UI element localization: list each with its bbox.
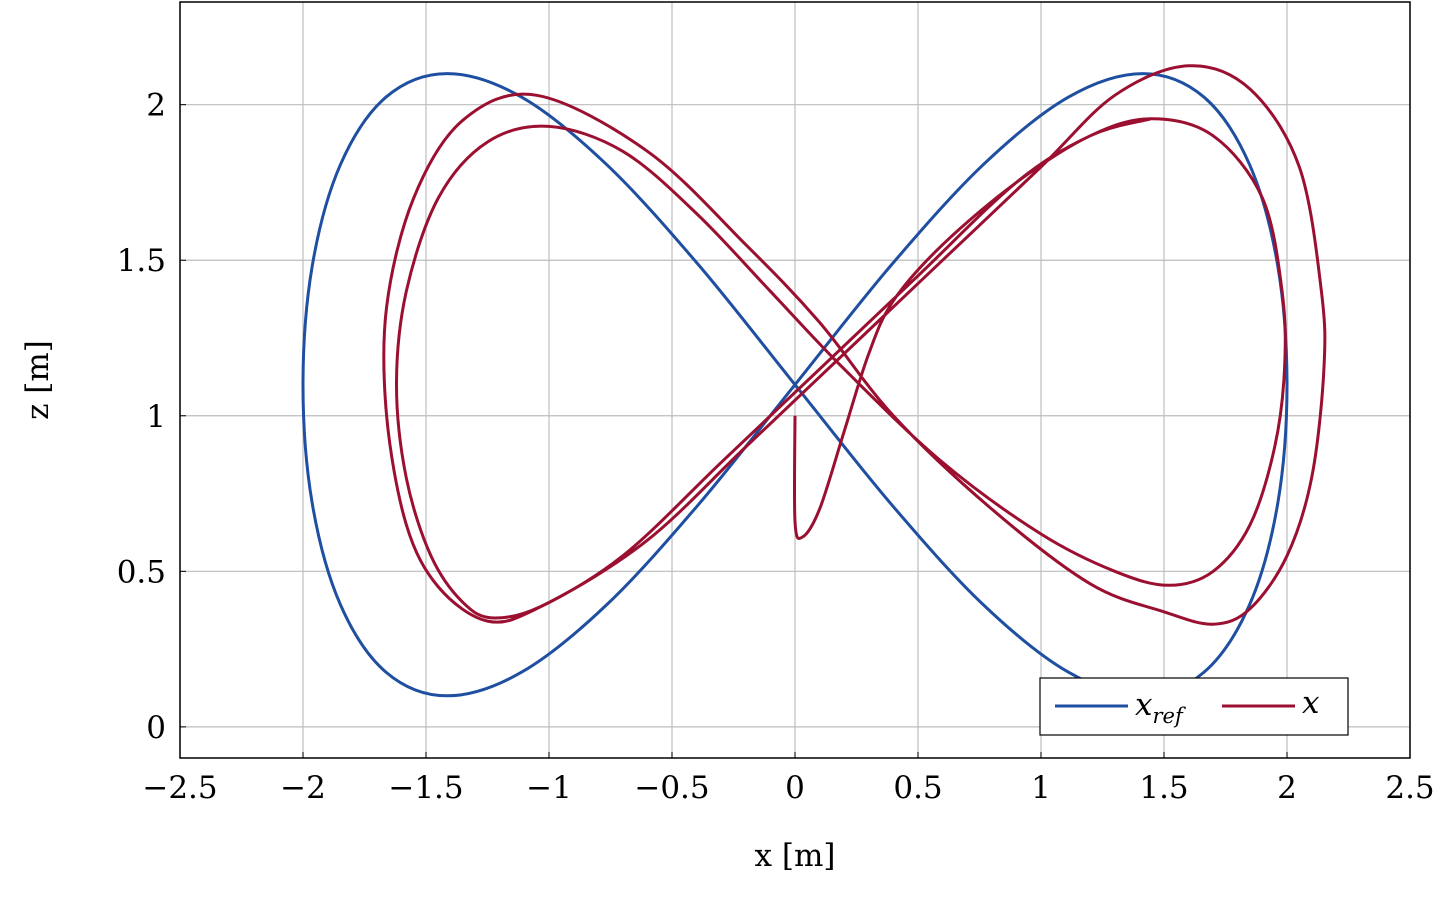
x-tick-label: 0 bbox=[785, 770, 805, 806]
legend-label-x: x bbox=[1302, 685, 1320, 721]
series-line-x-ref bbox=[301, 72, 1289, 698]
x-tick-label: 1 bbox=[1031, 770, 1051, 806]
x-tick-label: 0.5 bbox=[893, 770, 942, 806]
legend: xref x bbox=[1039, 677, 1349, 736]
y-tick-label: 2 bbox=[146, 88, 166, 124]
x-tick-label: −2.5 bbox=[142, 770, 217, 806]
x-tick-label: −2 bbox=[280, 770, 326, 806]
x-tick-label: 2 bbox=[1277, 770, 1297, 806]
series-line-x bbox=[382, 64, 1327, 626]
y-tick-label: 0 bbox=[146, 710, 166, 746]
x-tick-label: 1.5 bbox=[1139, 770, 1188, 806]
legend-label-x-ref: xref bbox=[1135, 687, 1186, 728]
y-tick-label: 0.5 bbox=[117, 554, 166, 590]
y-axis-label: z [m] bbox=[20, 340, 56, 420]
tick-labels: −2.5 −2 −1.5 −1 −0.5 0 0.5 1 1.5 2 2.5 0 0.5 1 1.5 2 bbox=[117, 88, 1435, 806]
x-tick-label: 2.5 bbox=[1385, 770, 1434, 806]
plot-frame bbox=[179, 1, 1411, 759]
grid bbox=[179, 2, 1411, 758]
series-layer bbox=[301, 64, 1327, 698]
y-tick-label: 1 bbox=[146, 399, 166, 435]
x-tick-label: −1.5 bbox=[388, 770, 463, 806]
x-tick-label: −0.5 bbox=[634, 770, 709, 806]
x-tick-label: −1 bbox=[526, 770, 572, 806]
x-axis-label: x [m] bbox=[755, 838, 836, 874]
y-tick-label: 1.5 bbox=[117, 243, 166, 279]
